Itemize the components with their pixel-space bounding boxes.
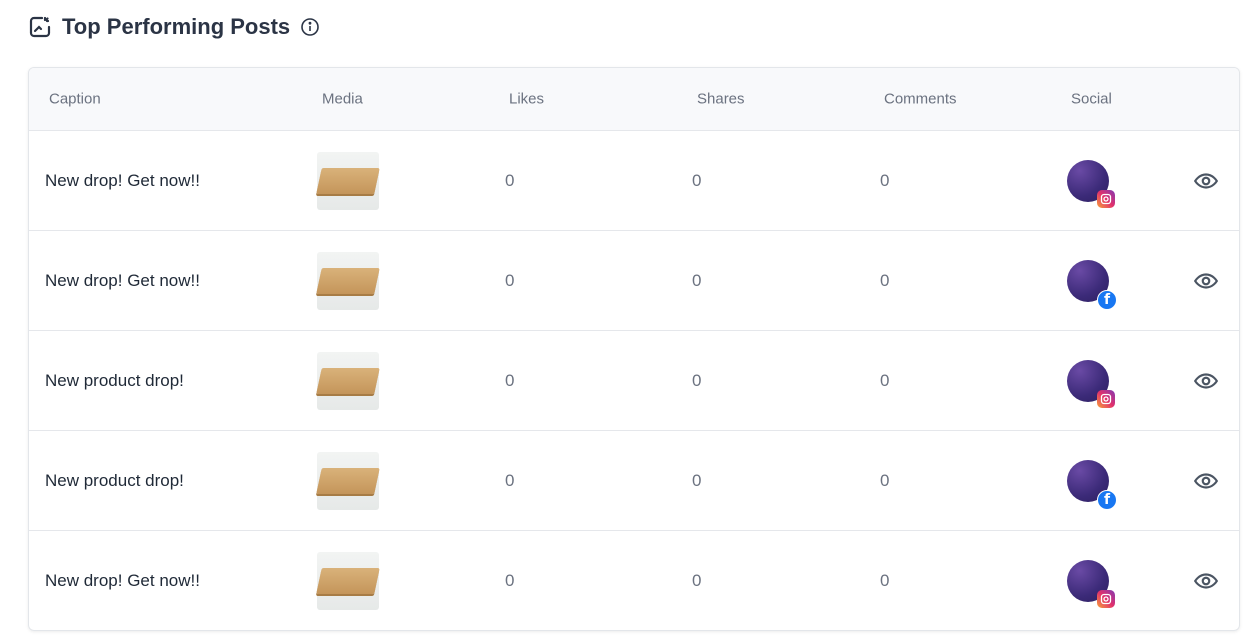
table-row: New drop! Get now!! 0 0 0: [29, 531, 1239, 630]
comments-count: 0: [880, 370, 890, 390]
social-account-avatar: f: [1067, 459, 1117, 510]
caption: New product drop!: [45, 370, 184, 390]
analytics-image-icon: [29, 16, 51, 38]
social-account-avatar: [1067, 159, 1115, 208]
instagram-icon: [1097, 189, 1115, 208]
table-row: New product drop! 0 0 0 f: [29, 431, 1239, 531]
eye-icon[interactable]: [1193, 168, 1219, 194]
eye-icon[interactable]: [1193, 568, 1219, 594]
caption: New drop! Get now!!: [45, 170, 200, 190]
shares-count: 0: [692, 370, 702, 390]
page-title: Top Performing Posts: [62, 14, 291, 39]
likes-count: 0: [505, 570, 515, 590]
column-media: Media: [322, 90, 363, 108]
caption: New product drop!: [45, 470, 184, 490]
table-row: New product drop! 0 0 0: [29, 331, 1239, 431]
comments-count: 0: [880, 470, 890, 490]
table-row: New drop! Get now!! 0 0 0: [29, 131, 1239, 231]
table-row: New drop! Get now!! 0 0 0 f: [29, 231, 1239, 331]
likes-count: 0: [505, 370, 515, 390]
section-header: Top Performing Posts: [28, 14, 320, 40]
eye-icon[interactable]: [1193, 268, 1219, 294]
media-thumbnail[interactable]: [316, 351, 380, 410]
media-thumbnail[interactable]: [316, 151, 380, 210]
media-thumbnail[interactable]: [316, 551, 380, 610]
column-social: Social: [1071, 90, 1112, 108]
caption: New drop! Get now!!: [45, 270, 200, 290]
social-account-avatar: [1067, 359, 1115, 408]
column-caption: Caption: [49, 90, 101, 108]
facebook-icon: f: [1097, 489, 1117, 510]
column-comments: Comments: [884, 90, 957, 108]
likes-count: 0: [505, 270, 515, 290]
shares-count: 0: [692, 270, 702, 290]
shares-count: 0: [692, 170, 702, 190]
column-shares: Shares: [697, 90, 745, 108]
eye-icon[interactable]: [1193, 368, 1219, 394]
comments-count: 0: [880, 270, 890, 290]
caption: New drop! Get now!!: [45, 570, 200, 590]
comments-count: 0: [880, 170, 890, 190]
posts-table: Caption Media Likes Shares Comments Soci…: [28, 67, 1240, 631]
table-header: Caption Media Likes Shares Comments Soci…: [29, 68, 1239, 131]
likes-count: 0: [505, 170, 515, 190]
comments-count: 0: [880, 570, 890, 590]
social-account-avatar: [1067, 559, 1115, 608]
social-account-avatar: f: [1067, 259, 1117, 310]
instagram-icon: [1097, 389, 1115, 408]
instagram-icon: [1097, 589, 1115, 608]
eye-icon[interactable]: [1193, 468, 1219, 494]
shares-count: 0: [692, 470, 702, 490]
likes-count: 0: [505, 470, 515, 490]
shares-count: 0: [692, 570, 702, 590]
media-thumbnail[interactable]: [316, 451, 380, 510]
info-icon[interactable]: [300, 17, 320, 37]
column-likes: Likes: [509, 90, 545, 108]
facebook-icon: f: [1097, 289, 1117, 310]
media-thumbnail[interactable]: [316, 251, 380, 310]
